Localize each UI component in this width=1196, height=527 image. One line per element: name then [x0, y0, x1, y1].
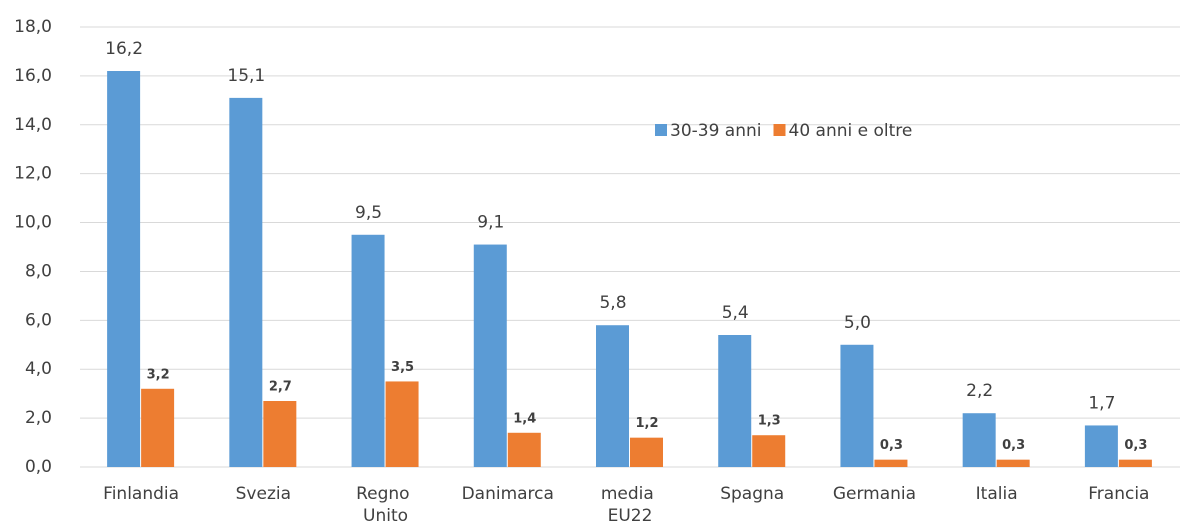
bar: [507, 432, 541, 467]
bar: [962, 413, 996, 467]
bar: [351, 234, 385, 467]
bar: [630, 437, 663, 467]
bar: [874, 459, 908, 467]
legend-swatch: [773, 124, 786, 136]
bar: [229, 97, 263, 467]
bar: [107, 71, 141, 467]
data-label: 1,3: [758, 414, 781, 429]
bar: [473, 244, 507, 467]
bar: [718, 335, 752, 467]
legend-label: 30-39 anni: [670, 121, 762, 141]
data-label: 9,1: [477, 213, 504, 233]
x-tick-label: Finlandia: [103, 484, 179, 504]
bar: [1084, 425, 1118, 467]
x-tick-label: Danimarca: [462, 484, 554, 504]
data-label: 0,3: [880, 438, 903, 453]
data-label: 5,4: [722, 303, 749, 323]
data-label: 2,7: [269, 380, 292, 395]
bar: [752, 435, 786, 467]
y-tick-label: 0,0: [25, 457, 52, 477]
bar: [996, 459, 1030, 467]
x-tick-label: Spagna: [720, 484, 784, 504]
y-tick-label: 16,0: [14, 66, 52, 86]
y-tick-label: 6,0: [25, 310, 52, 330]
bar: [596, 325, 629, 467]
bar: [141, 388, 175, 467]
bar: [263, 401, 297, 467]
y-tick-label: 18,0: [14, 17, 52, 37]
data-label: 5,0: [844, 313, 871, 333]
legend-swatch: [655, 124, 667, 136]
x-tick-label: media EU22: [601, 484, 659, 526]
data-label: 1,7: [1088, 393, 1115, 413]
x-tick-label: Regno Unito: [356, 484, 415, 526]
x-tick-label: Svezia: [236, 484, 291, 504]
bar: [1118, 459, 1152, 467]
data-label: 15,1: [227, 66, 265, 86]
data-label: 2,2: [966, 381, 993, 401]
y-tick-label: 12,0: [14, 164, 52, 184]
bar: [385, 381, 419, 467]
bar: [840, 344, 874, 467]
data-label: 16,2: [105, 39, 143, 59]
x-tick-label: Germania: [833, 484, 916, 504]
x-tick-label: Francia: [1088, 484, 1149, 504]
y-tick-label: 2,0: [25, 408, 52, 428]
y-tick-label: 10,0: [14, 213, 52, 233]
data-label: 0,3: [1124, 438, 1147, 453]
y-tick-label: 4,0: [25, 359, 52, 379]
data-label: 0,3: [1002, 438, 1025, 453]
data-label: 3,2: [147, 367, 170, 382]
x-tick-label: Italia: [976, 484, 1018, 504]
data-label: 9,5: [355, 203, 382, 223]
y-tick-label: 8,0: [25, 261, 52, 281]
data-label: 3,5: [391, 360, 414, 375]
data-label: 1,2: [635, 416, 658, 431]
legend-label: 40 anni e oltre: [789, 121, 913, 141]
y-tick-label: 14,0: [14, 115, 52, 135]
data-label: 1,4: [513, 411, 536, 426]
data-label: 5,8: [599, 293, 626, 313]
